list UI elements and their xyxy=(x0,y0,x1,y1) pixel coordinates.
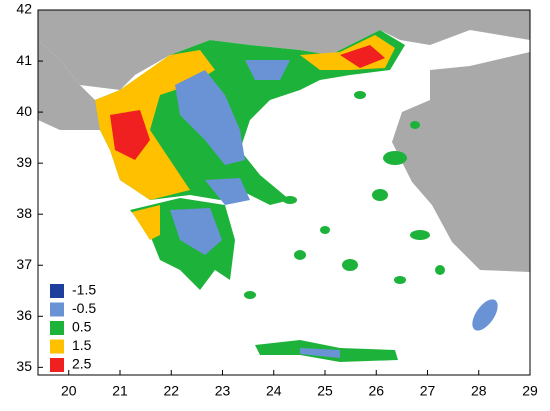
y-tick-label: 40 xyxy=(16,103,32,119)
y-tick-label: 39 xyxy=(16,154,32,170)
x-tick-label: 23 xyxy=(215,383,231,399)
x-tick-label: 28 xyxy=(471,383,487,399)
legend-label: 0.5 xyxy=(72,319,92,335)
frame xyxy=(37,9,531,376)
y-tick-label: 42 xyxy=(16,1,32,17)
legend-swatch xyxy=(50,302,64,317)
legend-swatch xyxy=(50,284,64,298)
y-tick-label: 36 xyxy=(16,307,32,323)
y-tick-label: 37 xyxy=(16,256,32,272)
legend-label: -1.5 xyxy=(72,282,96,298)
legend-swatch xyxy=(50,358,64,372)
x-tick-label: 21 xyxy=(112,383,128,399)
x-tick-label: 29 xyxy=(522,383,538,399)
y-tick-label: 35 xyxy=(16,358,32,374)
x-tick-label: 25 xyxy=(317,383,333,399)
y-tick-label: 38 xyxy=(16,205,32,221)
x-tick-label: 24 xyxy=(266,383,282,399)
legend-swatch xyxy=(50,321,64,335)
legend-label: 1.5 xyxy=(72,337,92,353)
legend-label: 2.5 xyxy=(72,356,92,372)
y-tick-label: 41 xyxy=(16,52,32,68)
x-tick-label: 27 xyxy=(420,383,436,399)
land-other xyxy=(38,10,530,272)
legend-label: -0.5 xyxy=(72,300,96,316)
x-tick-label: 22 xyxy=(163,383,179,399)
legend-swatch xyxy=(50,339,64,354)
x-tick-label: 20 xyxy=(61,383,77,399)
x-tick-label: 26 xyxy=(368,383,384,399)
greece xyxy=(95,30,498,362)
